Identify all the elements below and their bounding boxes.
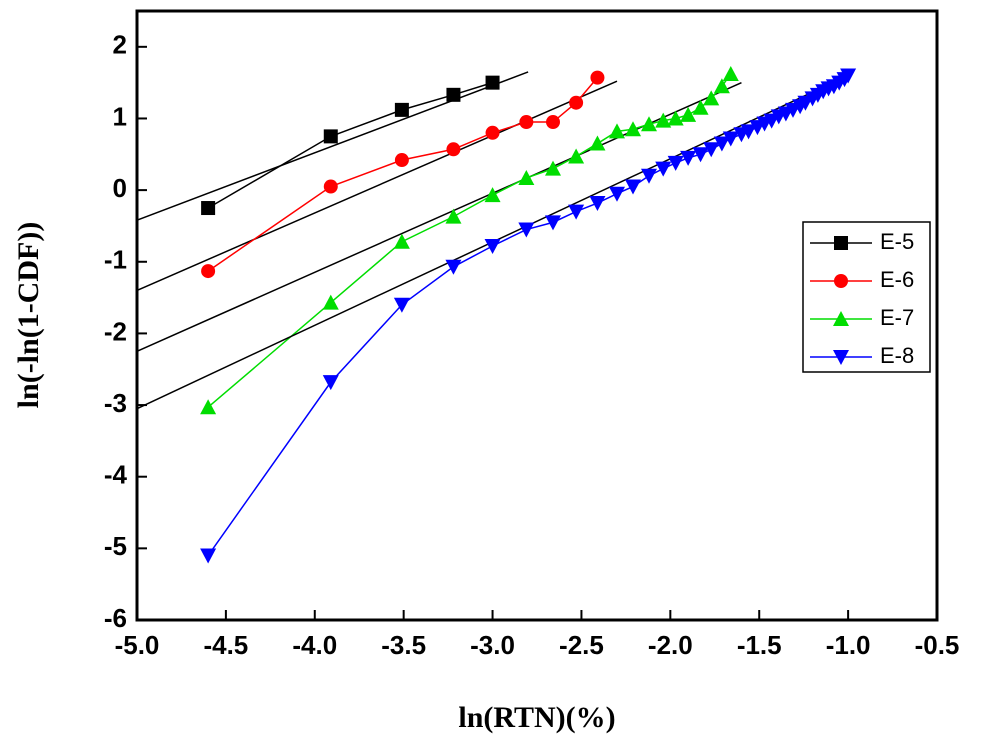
fit-line [136,71,529,221]
data-point [703,142,720,158]
data-point [692,99,709,115]
legend-label: E-7 [880,305,914,330]
data-point [655,112,672,128]
data-point [201,264,216,279]
data-point [200,399,217,415]
data-point [641,168,657,184]
data-point [713,136,730,152]
data-point [703,90,720,106]
data-point [713,78,730,94]
data-point [200,548,217,564]
data-point [568,148,585,164]
data-point [722,66,739,82]
x-tick-label: -4.0 [292,630,337,660]
data-point [609,186,625,202]
data-point [568,204,585,220]
x-tick-label: -1.5 [737,630,782,660]
data-point [589,196,606,212]
legend: E-5 E-6 E-7 E-8 [802,221,931,373]
legend-marker [833,350,849,365]
plot-frame [135,9,939,622]
legend-label: E-8 [880,343,914,368]
x-tick-label: -1.0 [826,630,871,660]
data-point [519,115,534,130]
data-point [518,169,535,185]
data-point [518,222,535,238]
data-point [569,95,584,110]
fit-line [136,80,618,292]
data-point [446,87,461,102]
y-tick-label: -1 [104,245,127,275]
legend-marker [833,311,849,326]
y-tick-label: 2 [113,30,127,60]
data-point [394,102,409,117]
legend-marker [834,274,848,288]
data-point [641,116,657,132]
x-tick-label: -2.0 [648,630,693,660]
data-point [722,131,739,147]
x-tick-label: -3.0 [470,630,515,660]
data-point [323,179,338,194]
data-point [625,179,641,195]
data-point [589,135,606,151]
y-tick-label: 1 [113,101,127,131]
x-tick-label: -4.5 [203,630,248,660]
legend-box [802,221,931,373]
data-point [625,121,641,137]
data-point [667,155,684,171]
x-tick-label: -0.5 [915,630,960,660]
x-tick-label: -2.5 [559,630,604,660]
data-point [840,68,857,84]
data-point [485,75,500,90]
data-point [609,123,625,139]
y-tick-label: -5 [104,531,127,561]
y-tick-label: -2 [104,316,127,346]
data-point [445,208,462,224]
data-point [394,153,409,168]
series-line [207,74,849,556]
y-tick-label: -6 [104,603,127,633]
data-point [546,115,560,130]
data-point [323,129,338,144]
data-point [484,187,501,203]
x-tick-label: -3.5 [381,630,426,660]
data-point [322,375,339,391]
y-axis-title: ln(-ln(1-CDF)) [12,222,45,409]
data-point [692,147,709,163]
data-point [545,215,561,231]
data-point [590,70,605,85]
data-point [393,233,410,249]
data-point [445,259,462,275]
data-point [446,142,461,157]
y-tick-label: -4 [104,460,128,490]
data-point [322,294,339,310]
data-point [740,124,757,140]
x-axis-title: ln(RTN)(%) [458,701,615,734]
data-point [680,106,697,122]
y-tick-label: -3 [104,388,127,418]
y-tick-label: 0 [113,173,127,203]
data-point [655,161,672,177]
data-point [201,201,216,216]
legend-label: E-6 [880,267,914,292]
data-point [680,150,697,166]
data-point [667,110,684,126]
data-point [393,297,410,313]
legend-label: E-5 [880,229,914,254]
x-tick-label: -5.0 [115,630,160,660]
data-point [545,160,561,176]
legend-marker [834,236,848,250]
data-point [484,239,501,255]
data-point [485,125,500,140]
